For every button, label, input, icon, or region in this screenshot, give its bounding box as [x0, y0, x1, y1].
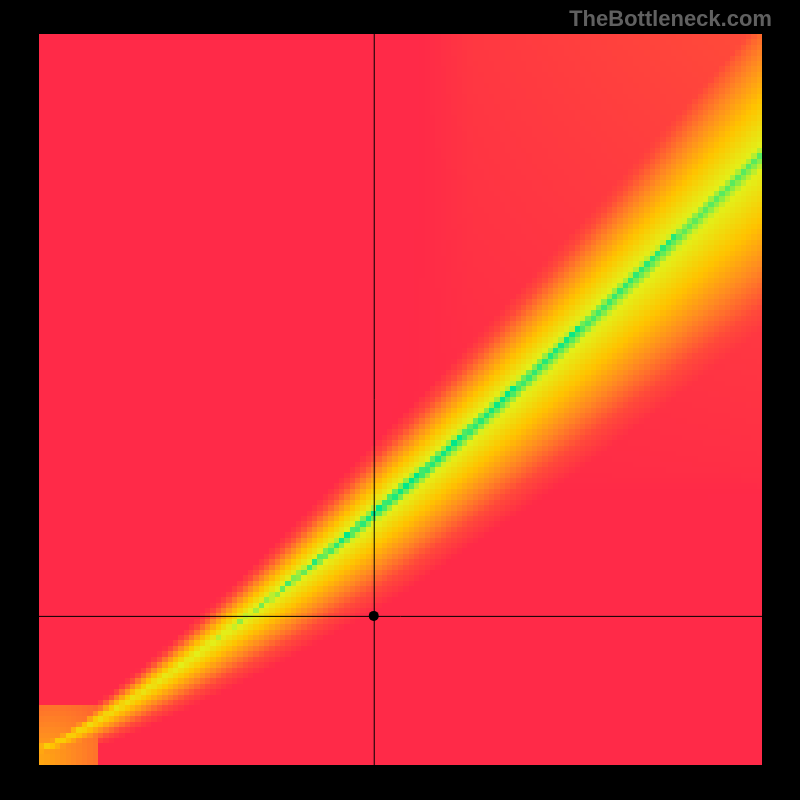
chart-container: TheBottleneck.com [0, 0, 800, 800]
watermark-text: TheBottleneck.com [569, 6, 772, 32]
heatmap-plot-area [39, 34, 762, 765]
heatmap-canvas [39, 34, 762, 765]
